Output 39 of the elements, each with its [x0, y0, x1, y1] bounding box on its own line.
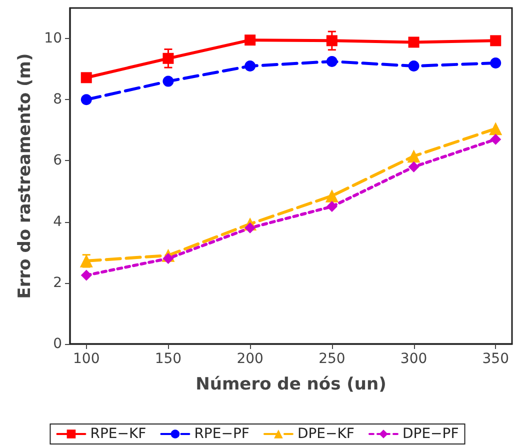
y-tick-label: 8 [53, 92, 62, 108]
x-axis-title: Número de nós (un) [196, 374, 386, 394]
legend-label: DPE−PF [402, 426, 459, 442]
y-tick-label: 4 [53, 214, 62, 230]
point [490, 134, 502, 145]
point [244, 34, 256, 46]
point [80, 270, 92, 281]
point [490, 35, 502, 46]
point [490, 57, 502, 68]
point [80, 72, 92, 84]
point [326, 35, 338, 46]
legend-label: RPE−PF [194, 426, 250, 442]
y-tick-label: 10 [44, 30, 62, 47]
legend-label: RPE−KF [90, 426, 146, 442]
x-tick-label: 300 [400, 351, 428, 367]
y-tick-label: 0 [53, 336, 62, 352]
point [408, 36, 420, 48]
point [408, 60, 420, 72]
y-axis-title: Erro do rastreamento (m) [14, 53, 35, 299]
legend-label: DPE−KF [297, 426, 354, 442]
point [162, 52, 174, 64]
point [162, 76, 174, 87]
x-tick-label: 100 [73, 351, 100, 367]
y-tick-label: 2 [53, 274, 62, 291]
point [162, 252, 174, 264]
point [489, 122, 502, 136]
x-tick-label: 150 [154, 351, 182, 367]
x-tick-label: 250 [318, 351, 346, 367]
point [244, 60, 256, 72]
point [325, 189, 338, 202]
point [80, 94, 92, 106]
point [408, 161, 420, 172]
point [326, 56, 338, 67]
y-tick-label: 6 [53, 152, 62, 169]
x-tick-label: 200 [236, 351, 264, 367]
point [244, 222, 256, 234]
point [407, 150, 420, 163]
point [326, 201, 338, 212]
x-tick-label: 350 [482, 351, 509, 367]
